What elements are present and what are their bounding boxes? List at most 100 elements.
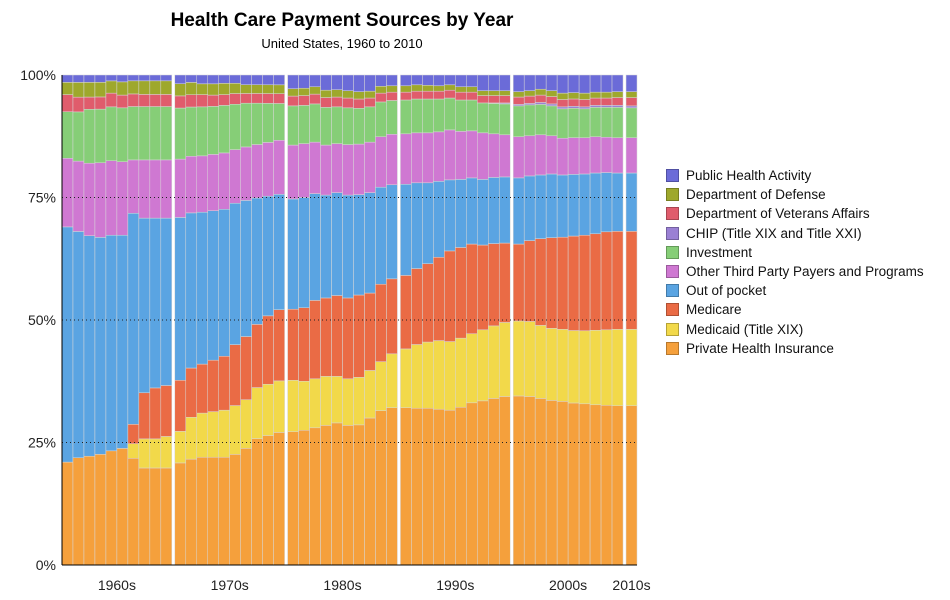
bar-segment-2000-1 [512, 320, 525, 397]
bar-segment-1983-4 [320, 144, 332, 196]
bar-segment-1980-2 [287, 308, 299, 381]
bar-segment-1995-2 [455, 247, 467, 339]
bar-segment-1971-2 [185, 367, 198, 418]
bar-segment-1987-0 [364, 417, 376, 566]
bar-segment-1998-4 [488, 133, 500, 178]
bar-segment-1980-8 [287, 88, 299, 97]
bar-segment-2006-8 [578, 92, 591, 100]
bar-segment-1982-0 [309, 427, 321, 566]
bar-segment-1998-3 [488, 177, 500, 244]
bar-segment-1970-7 [174, 95, 187, 109]
bar-segment-1974-9 [218, 74, 230, 84]
bar-segment-1965-9 [116, 74, 129, 83]
bar-segment-1999-8 [498, 90, 511, 96]
bar-segment-1989-4 [386, 134, 398, 186]
bar-segment-2004-6 [556, 106, 569, 110]
bar-segment-1982-1 [309, 378, 321, 429]
bar-segment-1982-2 [309, 300, 321, 380]
bar-segment-2008-5 [600, 107, 613, 138]
bar-segment-2009-0 [611, 405, 624, 566]
bar-segment-1999-9 [498, 74, 511, 91]
bar-segment-2004-1 [556, 329, 569, 402]
bar-segment-1983-2 [320, 297, 332, 377]
bar-segment-2008-6 [600, 105, 613, 108]
bar-segment-1971-4 [185, 156, 198, 214]
bar-segment-1997-0 [477, 400, 489, 566]
bar-segment-1998-5 [488, 103, 500, 135]
bar-segment-2002-4 [534, 134, 547, 176]
legend-swatch [666, 265, 679, 279]
bar-segment-1974-8 [218, 83, 230, 95]
bar-segment-1965-0 [116, 448, 129, 566]
bar-segment-1975-4 [229, 149, 241, 204]
bar-segment-1965-8 [116, 81, 129, 96]
bar-segment-1980-5 [287, 105, 299, 146]
bar-segment-2000-5 [512, 105, 525, 137]
bar-segment-1981-3 [298, 197, 310, 308]
bar-segment-2001-0 [523, 396, 536, 566]
bar-segment-1990-7 [400, 91, 412, 101]
bar-segment-2004-3 [556, 174, 569, 238]
bar-segment-2003-7 [545, 96, 558, 105]
bar-segment-2002-2 [534, 238, 547, 326]
bar-segment-1996-7 [466, 91, 478, 101]
bar-segment-2010-0 [625, 405, 638, 566]
bar-segment-1969-9 [160, 74, 173, 82]
bar-segment-1967-4 [138, 159, 151, 219]
bar-segment-1974-0 [218, 456, 230, 566]
legend-swatch [666, 322, 679, 336]
bar-segment-1991-4 [411, 132, 423, 184]
bar-segment-1992-5 [422, 98, 434, 134]
bar-segment-1970-5 [174, 107, 187, 160]
bar-segment-1970-9 [174, 74, 187, 84]
bar-segment-1972-5 [196, 106, 208, 157]
bar-segment-1965-3 [116, 234, 129, 449]
bar-segment-1994-1 [444, 341, 456, 411]
bar-segment-2009-6 [611, 105, 624, 108]
bar-segment-1993-1 [433, 340, 445, 410]
bar-segment-1969-2 [160, 385, 173, 437]
bar-segment-1984-8 [331, 89, 343, 98]
bar-segment-1971-0 [185, 458, 198, 566]
bar-segment-1964-8 [105, 80, 118, 94]
bar-segment-1985-1 [342, 378, 354, 426]
bar-segment-1963-7 [94, 96, 107, 110]
bar-segment-1969-4 [160, 159, 173, 219]
legend-label: CHIP (Title XIX and Title XXI) [686, 225, 862, 241]
bar-segment-1983-0 [320, 425, 332, 566]
bar-segment-1966-5 [127, 106, 140, 161]
bar-segment-2003-3 [545, 173, 558, 238]
bar-segment-2010-5 [625, 107, 638, 138]
bar-segment-1991-2 [411, 268, 423, 345]
axes: 0% 25% 50% 75% 100% 1960s 1970s 1980s 1990s 2000s… [20, 67, 650, 593]
bar-segment-1981-4 [298, 143, 310, 198]
bar-segment-2003-9 [545, 74, 558, 91]
chart-subtitle: United States, 1960 to 2010 [261, 36, 423, 51]
bar-segment-1962-3 [83, 235, 96, 457]
bar-segment-2003-8 [545, 90, 558, 97]
bar-segment-1978-2 [262, 315, 274, 385]
bar-segment-1992-3 [422, 182, 434, 264]
bar-segment-1964-9 [105, 74, 118, 82]
bar-segment-2007-6 [589, 105, 602, 108]
bar-segment-2009-1 [611, 329, 624, 406]
bar-segment-1972-2 [196, 363, 208, 414]
bar-segment-2006-9 [578, 74, 591, 94]
bar-segment-1988-1 [375, 361, 387, 411]
bar-segment-1991-1 [411, 344, 423, 409]
y-tick-label: 50% [28, 312, 56, 328]
bar-segment-2004-7 [556, 99, 569, 108]
bar-segment-1970-4 [174, 158, 187, 218]
bar-segment-1996-4 [466, 130, 478, 179]
bar-segment-1993-2 [433, 257, 445, 341]
bar-segment-2002-1 [534, 325, 547, 399]
bar-segment-1969-1 [160, 436, 173, 469]
bar-segment-1974-4 [218, 152, 230, 210]
bar-segment-1979-7 [273, 93, 285, 104]
bar-segment-2009-2 [611, 231, 624, 330]
y-tick-label: 75% [28, 190, 56, 206]
legend-label: Department of Defense [686, 187, 826, 203]
bar-segment-1962-5 [83, 109, 96, 164]
legend-swatch [666, 245, 679, 259]
bar-segment-1982-7 [309, 93, 321, 105]
